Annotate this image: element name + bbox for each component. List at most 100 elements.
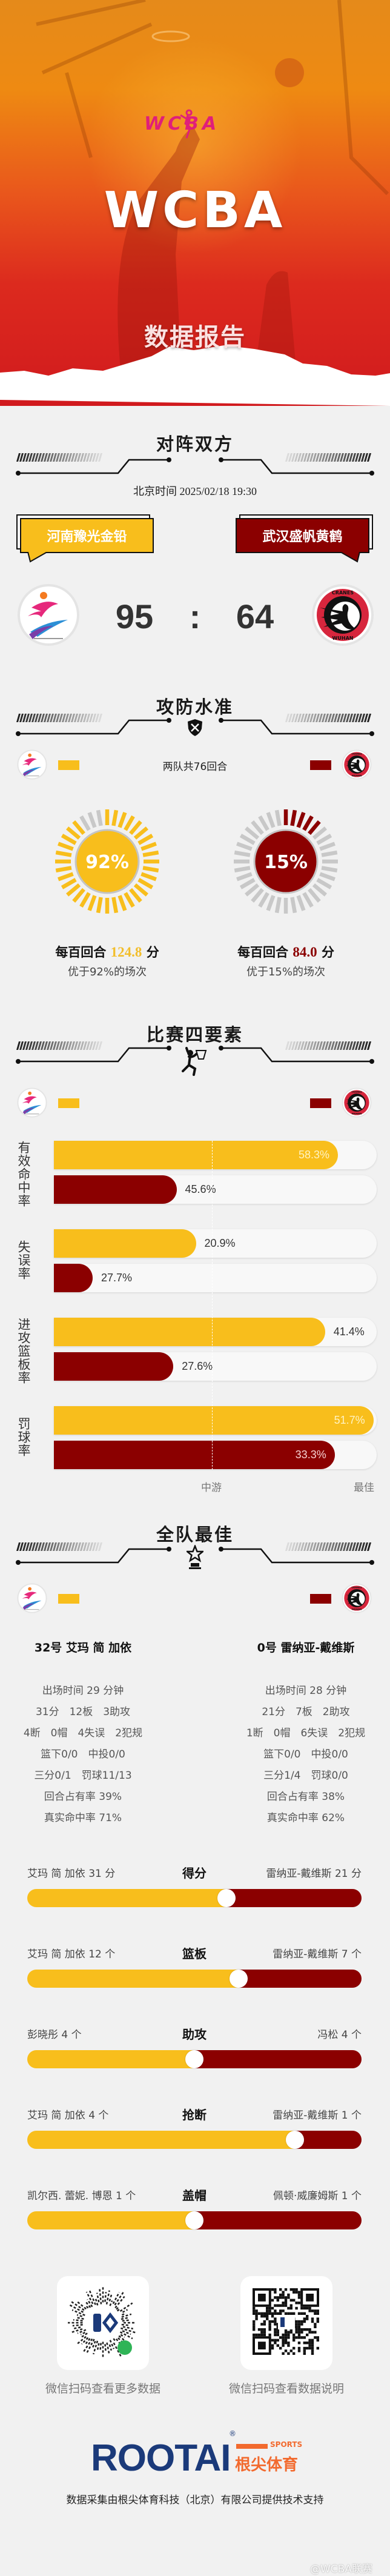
hatch-mark	[291, 453, 296, 462]
home-leader: 艾玛 简 加依 31 分	[27, 1868, 116, 1880]
divider-dot	[16, 1560, 21, 1565]
hatch-mark	[334, 453, 338, 462]
hatch-mark	[31, 714, 36, 722]
home-leader: 彭晓彤 4 个	[27, 2029, 82, 2041]
per100-prefix: 每百回合	[55, 945, 107, 960]
hatch-mark	[65, 1542, 69, 1551]
hatch-mark	[77, 714, 81, 722]
away-percentile-label: 15%	[264, 852, 308, 873]
divider-line-left	[18, 1548, 169, 1564]
leader-bar-knob	[185, 2211, 203, 2229]
hatch-mark	[300, 453, 305, 462]
section-title-matchup: 对阵双方	[156, 434, 234, 454]
home-team-logo-small	[17, 1087, 47, 1118]
hatch-mark	[95, 1542, 99, 1551]
hatch-mark	[367, 453, 371, 462]
per100-prefix: 每百回合	[237, 945, 289, 960]
hatch-mark	[31, 1041, 36, 1050]
gauge-tick	[236, 842, 253, 851]
hatch-mark	[50, 714, 54, 722]
possessions-total: 两队共76回合	[162, 761, 228, 773]
hatch-mark	[328, 453, 332, 462]
code-ray	[121, 2312, 127, 2316]
hatch-mark	[59, 1041, 63, 1050]
hatch-mark	[358, 714, 362, 722]
hatch-mark	[334, 1542, 338, 1551]
hatch-mark	[346, 1542, 350, 1551]
away-player-stat-line: 1断 0帽 6失误 2犯规	[246, 1727, 366, 1739]
code-ray	[109, 2340, 115, 2349]
divider-dot	[16, 731, 21, 736]
gauge-tick	[234, 866, 251, 873]
hatch-mark	[306, 453, 311, 462]
divider-line-left	[18, 719, 169, 735]
hatch-mark	[300, 714, 305, 722]
leader-bar-knob	[217, 1889, 236, 1907]
gauge-tick	[66, 826, 81, 840]
hatch-mark	[92, 1041, 96, 1050]
qr-code[interactable]	[240, 2276, 332, 2370]
hatch-mark	[352, 1041, 356, 1050]
code-ray	[73, 2319, 83, 2322]
hatch-mark	[83, 453, 87, 462]
hatch-mark	[86, 714, 90, 722]
hatch-mark	[303, 1041, 308, 1050]
hatch-mark	[68, 1041, 72, 1050]
hatch-mark	[19, 1041, 24, 1050]
home-points-per-100: 每百回合 124.8 分	[28, 943, 186, 961]
away-leader: 佩顿·威廉姆斯 1 个	[273, 2190, 362, 2202]
hatch-mark	[71, 714, 75, 722]
hatch-mark	[306, 1041, 311, 1050]
gauge-tick	[251, 820, 264, 835]
home-player-stat-line: 4断 0帽 4失误 2犯规	[23, 1727, 143, 1739]
away-color-swatch	[310, 1594, 331, 1604]
home-percentile-label: 92%	[85, 852, 129, 873]
hatch-mark	[349, 714, 353, 722]
hatch-mark	[322, 714, 326, 722]
divider-dot	[16, 471, 21, 476]
hatch-mark	[349, 1542, 353, 1551]
hatch-mark	[328, 714, 332, 722]
leader-comparison-bar	[27, 2131, 362, 2149]
code-ray	[87, 2299, 93, 2308]
leader-row-labels: 艾玛 简 加依 4 个 抢断 雷纳亚-戴维斯 1 个	[27, 2106, 362, 2122]
code-ray	[118, 2335, 125, 2341]
home-best-player-name: 32号 艾玛 简 加依	[34, 1641, 132, 1655]
code-ray	[86, 2339, 95, 2354]
mini-program-code[interactable]	[57, 2276, 149, 2370]
away-player-stat-line: 篮下0/0 中投0/0	[263, 1748, 348, 1761]
gauge-tick	[117, 812, 127, 828]
gauge-tick	[140, 842, 157, 851]
leader-row-labels: 凯尔西. 蕾妮. 博恩 1 个 盖帽 佩顿·威廉姆斯 1 个	[27, 2187, 362, 2203]
hatch-mark	[325, 453, 329, 462]
hatch-mark	[294, 714, 299, 722]
hatch-mark	[331, 1041, 335, 1050]
basketball-dunk-icon	[182, 1047, 207, 1076]
hatch-mark	[364, 453, 368, 462]
gauge-tick	[312, 883, 327, 897]
gauge-tick	[124, 815, 135, 831]
hatch-mark	[56, 1542, 60, 1551]
hatch-mark	[358, 1542, 362, 1551]
qr-caption-more-data: 微信扫码查看更多数据	[45, 2382, 160, 2395]
hatch-mark	[41, 714, 45, 722]
hatch-mark	[325, 1542, 329, 1551]
gauge-tick	[96, 897, 103, 914]
hatch-mark	[86, 453, 90, 462]
away-team-name: 武汉盛帆黄鹤	[262, 529, 343, 545]
hatch-mark	[285, 1542, 289, 1551]
hatch-mark	[346, 453, 350, 462]
home-factor-track: 41.4%	[54, 1318, 377, 1346]
leader-bar-knob	[229, 1970, 248, 1988]
divider-line-right	[221, 1548, 372, 1564]
hatch-mark	[77, 1542, 81, 1551]
hatch-mark	[288, 714, 292, 722]
brand-mark	[93, 2314, 101, 2332]
hatch-mark	[309, 1542, 314, 1551]
code-ray	[116, 2306, 120, 2310]
hatch-mark	[47, 1041, 51, 1050]
hatch-mark	[294, 1542, 299, 1551]
factor-label: 失误率	[16, 1240, 31, 1280]
leader-comparison-bar	[27, 1970, 362, 1988]
code-ray	[120, 2327, 136, 2334]
